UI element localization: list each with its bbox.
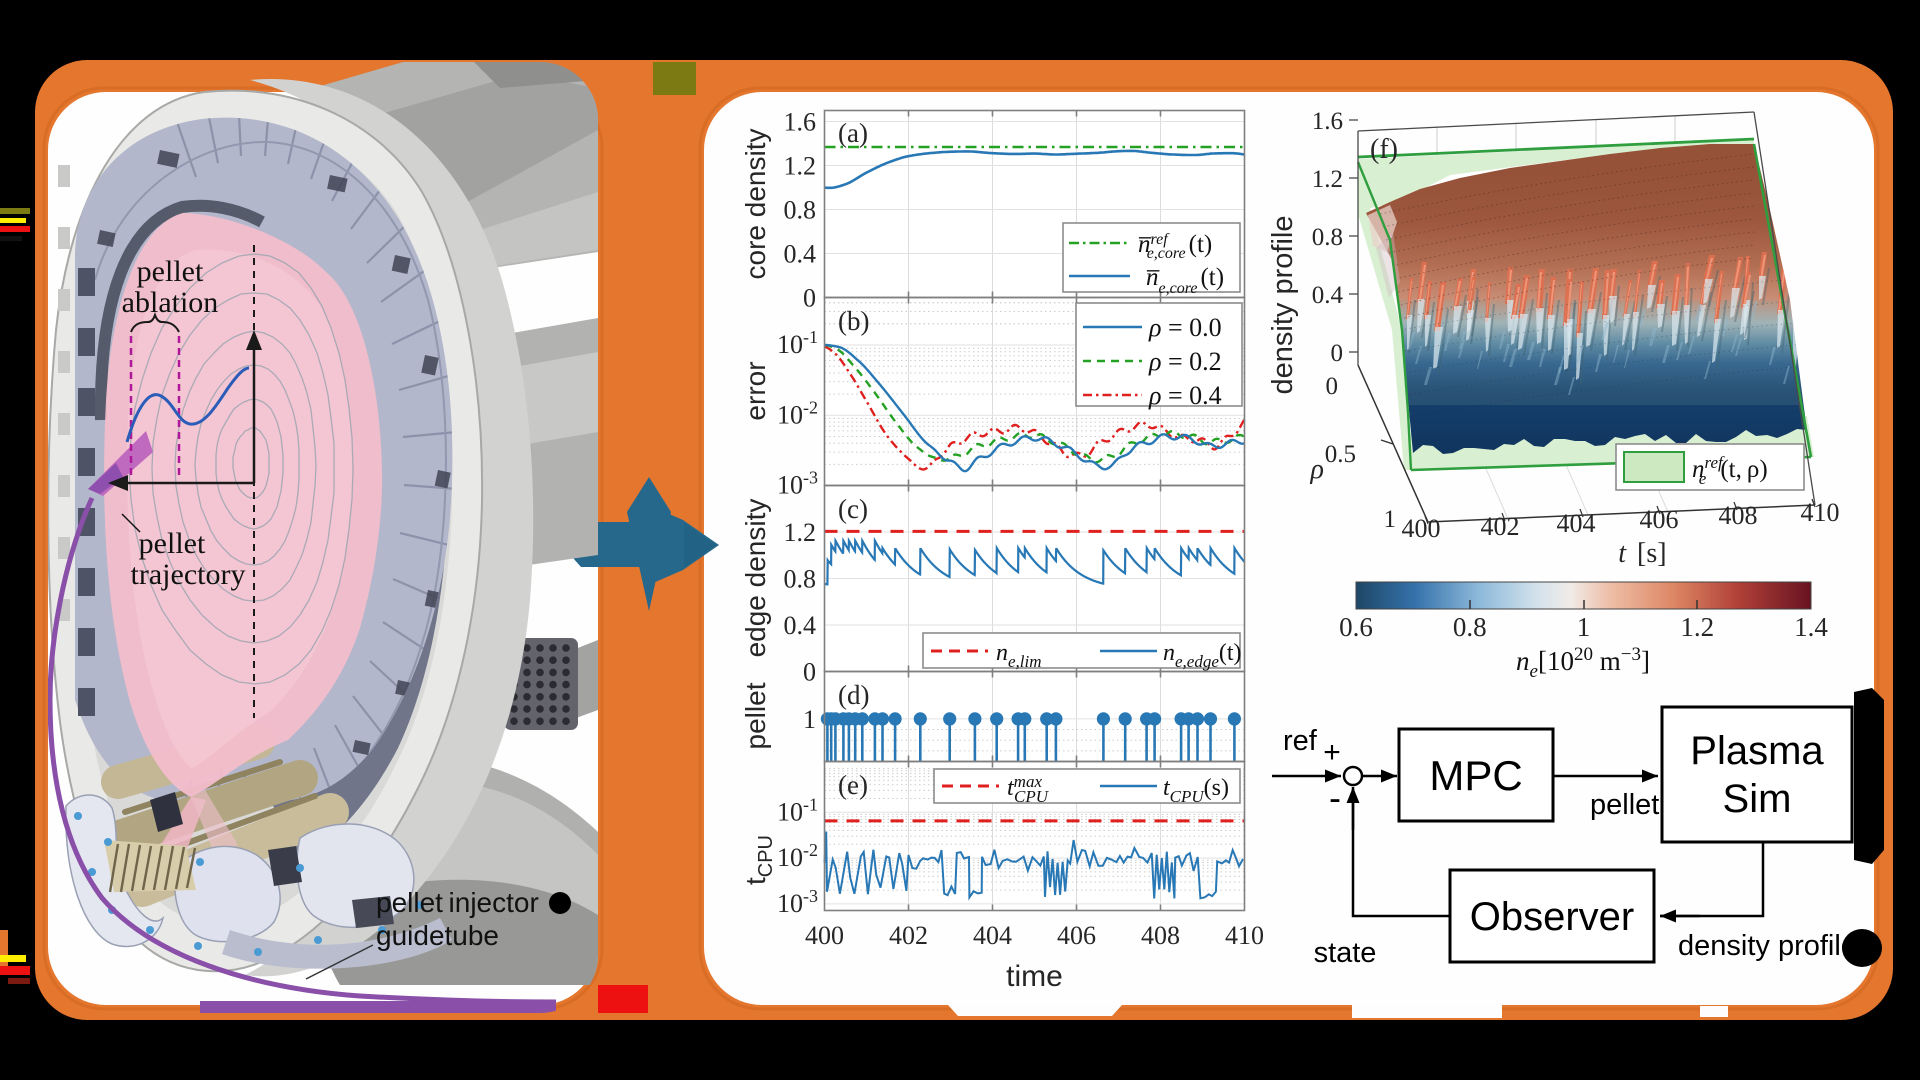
svg-text:400: 400	[1402, 514, 1441, 543]
svg-text:(d): (d)	[838, 680, 869, 710]
svg-text:trajectory: trajectory	[131, 558, 246, 591]
svg-text:0.8: 0.8	[1312, 224, 1343, 251]
svg-text:0.4: 0.4	[1312, 282, 1344, 309]
svg-text:0.4: 0.4	[784, 240, 817, 269]
svg-text:(c): (c)	[838, 494, 868, 524]
svg-text:406: 406	[1640, 505, 1679, 534]
svg-text:0.6: 0.6	[1339, 612, 1373, 642]
svg-text:pellet: pellet	[740, 682, 771, 749]
svg-text:ρ = 0.4: ρ = 0.4	[1148, 381, 1222, 410]
svg-text:(f): (f)	[1370, 134, 1398, 165]
svg-text:408: 408	[1719, 501, 1758, 530]
svg-text:ref: ref	[1283, 725, 1318, 757]
svg-text:1.2: 1.2	[1312, 166, 1343, 193]
svg-text:ρ: ρ	[1310, 454, 1324, 485]
svg-text:406: 406	[1057, 921, 1096, 950]
svg-text:1.2: 1.2	[784, 152, 817, 181]
svg-text:400: 400	[805, 921, 844, 950]
svg-text:1.6: 1.6	[1312, 108, 1343, 135]
svg-text:(e): (e)	[838, 770, 868, 800]
svg-text:time: time	[1006, 960, 1063, 993]
svg-text:pellet: pellet	[139, 527, 206, 560]
svg-text:t: t	[1618, 538, 1627, 569]
svg-text:ρ = 0.0: ρ = 0.0	[1148, 313, 1222, 342]
svg-text:error: error	[740, 361, 771, 420]
svg-text:core density: core density	[740, 129, 771, 280]
svg-text:404: 404	[973, 921, 1012, 950]
svg-text:0: 0	[803, 658, 816, 687]
svg-text:state: state	[1314, 937, 1377, 969]
svg-text:410: 410	[1225, 921, 1264, 950]
svg-text:ablation: ablation	[122, 286, 219, 319]
svg-text:pellet: pellet	[1590, 789, 1659, 821]
svg-text:404: 404	[1557, 509, 1596, 538]
svg-text:edge density: edge density	[740, 499, 771, 658]
svg-text:MPC: MPC	[1429, 752, 1522, 799]
svg-text:0.8: 0.8	[784, 196, 817, 225]
svg-text:1: 1	[1384, 506, 1397, 533]
svg-text:0: 0	[1331, 340, 1344, 367]
svg-text:+: +	[1323, 736, 1341, 769]
svg-text:1.2: 1.2	[784, 518, 817, 547]
svg-text:1: 1	[803, 705, 816, 734]
svg-text:[s]: [s]	[1637, 538, 1667, 569]
svg-text:Plasma: Plasma	[1690, 729, 1824, 773]
svg-text:density profile: density profile	[1267, 216, 1299, 395]
svg-text:0.8: 0.8	[1453, 612, 1487, 642]
svg-text:ne,edge(t): ne,edge(t)	[1163, 640, 1242, 671]
svg-text:0.5: 0.5	[1325, 441, 1356, 468]
svg-text:408: 408	[1141, 921, 1180, 950]
svg-text:1: 1	[1577, 612, 1591, 642]
svg-text:density profile: density profile	[1678, 930, 1857, 962]
svg-text:1.2: 1.2	[1680, 612, 1714, 642]
svg-text:Observer: Observer	[1470, 895, 1635, 939]
svg-text:Sim: Sim	[1723, 777, 1792, 821]
svg-text:0: 0	[1326, 373, 1339, 400]
svg-text:(a): (a)	[838, 118, 868, 148]
svg-text:-: -	[1329, 777, 1341, 818]
svg-text:0.4: 0.4	[784, 611, 817, 640]
svg-text:10-2: 10-2	[777, 840, 818, 872]
svg-text:pellet injector: pellet injector	[376, 887, 539, 918]
svg-text:1.6: 1.6	[784, 108, 817, 137]
svg-text:402: 402	[1481, 512, 1520, 541]
svg-text:1.4: 1.4	[1794, 612, 1828, 642]
svg-text:(b): (b)	[838, 306, 869, 336]
svg-text:guidetube: guidetube	[376, 920, 499, 951]
svg-text:0.8: 0.8	[784, 565, 817, 594]
svg-text:0: 0	[803, 284, 816, 313]
svg-text:10-1: 10-1	[777, 327, 818, 359]
svg-text:402: 402	[889, 921, 928, 950]
svg-text:ρ = 0.2: ρ = 0.2	[1148, 347, 1222, 376]
svg-text:410: 410	[1801, 498, 1840, 527]
svg-text:pellet: pellet	[137, 255, 204, 288]
